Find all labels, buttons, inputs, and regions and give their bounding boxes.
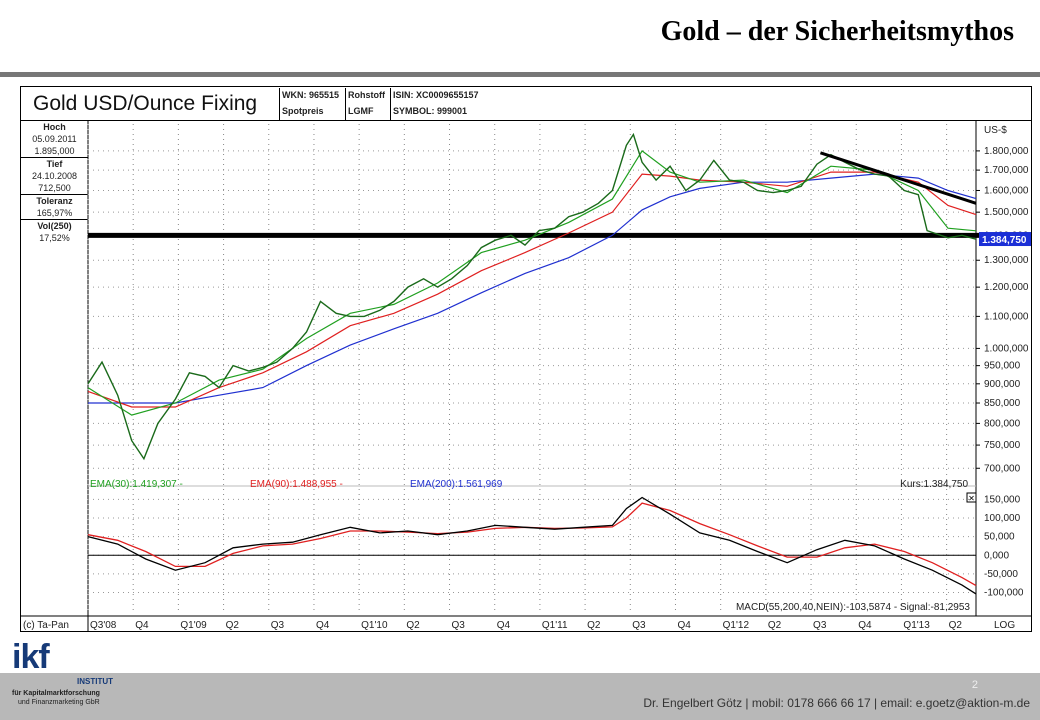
stat-tolerance-value: 165,97%: [36, 208, 73, 218]
y-tick-label: 800,000: [984, 418, 1021, 429]
stats-panel: Hoch 05.09.2011 1.895,000 Tief 24.10.200…: [21, 121, 88, 244]
header-exchange: LGMF: [348, 106, 374, 116]
y-tick-label: 1.800,000: [984, 146, 1029, 157]
y-tick-label: 900,000: [984, 379, 1021, 390]
y-tick-label: 1.300,000: [984, 255, 1029, 266]
panel-close-box: [966, 492, 977, 503]
x-tick-label: Q3: [452, 620, 466, 631]
copyright-corner: (c) Ta-Pan: [23, 620, 69, 631]
y-tick-label: 850,000: [984, 398, 1021, 409]
macd-line-macd: [87, 496, 977, 595]
y-tick-label: 1.100,000: [984, 311, 1029, 322]
series-line-ema200: [88, 173, 977, 404]
macd-y-tick-label: -100,000: [984, 588, 1024, 599]
y-tick-label: 1.600,000: [984, 185, 1029, 196]
slide-title: Gold – der Sicherheitsmythos: [660, 16, 1014, 47]
macd-y-tick-label: 150,000: [984, 494, 1021, 505]
last-price-label: 1.384,750: [982, 235, 1027, 246]
header-divider: [390, 88, 391, 120]
stat-high-label: Hoch: [43, 122, 66, 132]
x-tick-label: Q3: [813, 620, 827, 631]
stat-low-value: 712,500: [38, 183, 71, 193]
series-line-ema90: [87, 171, 977, 408]
x-tick-label: Q4: [135, 620, 149, 631]
ikf-logo: ikf INSTITUT für Kapitalmarktforschung u…: [12, 638, 113, 706]
header-divider: [279, 88, 280, 120]
x-tick-label: Q4: [497, 620, 511, 631]
macd-y-tick-label: 100,000: [984, 513, 1021, 524]
x-tick-label: Q2: [226, 620, 240, 631]
stat-high-value: 1.895,000: [34, 146, 75, 156]
stat-vol-value: 17,52%: [39, 233, 70, 243]
chart-frame: [20, 86, 1032, 632]
x-tick-label: Q2: [406, 620, 420, 631]
legend-entry-ema: EMA(90):1.488,955 -: [250, 479, 343, 490]
logo-line2: und Finanzmarketing GbR: [18, 699, 100, 706]
x-tick-label: Q1'10: [361, 620, 388, 631]
x-tick-label: Q1'09: [180, 620, 207, 631]
x-tick-label: Q1'11: [542, 620, 568, 631]
x-tick-label: Q4: [858, 620, 872, 631]
x-tick-label: Q2: [768, 620, 782, 631]
y-unit-label: US-$: [984, 125, 1007, 136]
x-tick-label: Q3: [632, 620, 646, 631]
macd-y-tick-label: -50,000: [984, 569, 1018, 580]
stat-low-date: 24.10.2008: [31, 171, 78, 181]
macd-y-tick-label: 0,000: [984, 550, 1009, 561]
legend-entry-ema: EMA(200):1.561,969: [410, 479, 503, 490]
y-tick-label: 1.200,000: [984, 282, 1029, 293]
header-symbol: SYMBOL: 999001: [393, 106, 468, 116]
stat-high-date: 05.09.2011: [32, 134, 77, 144]
chart-title: Gold USD/Ounce Fixing: [33, 92, 258, 115]
page-number: 2: [971, 679, 978, 691]
last-price-box: [979, 232, 1031, 247]
y-tick-label: 750,000: [984, 440, 1021, 451]
header-wkn: WKN: 965515: [282, 90, 340, 100]
stat-tolerance-label: Toleranz: [21, 194, 88, 207]
x-tick-label: Q4: [677, 620, 691, 631]
resistance-trendline: [819, 151, 977, 205]
y-tick-label: 950,000: [984, 361, 1021, 372]
log-scale-label: LOG: [994, 620, 1015, 631]
macd-legend: MACD(55,200,40,NEIN):-103,5874 - Signal:…: [736, 602, 970, 613]
x-tick-label: Q3'08: [90, 620, 117, 631]
y-tick-label: 700,000: [984, 463, 1021, 474]
header-type: Rohstoff: [348, 90, 385, 100]
x-tick-label: Q1'12: [723, 620, 750, 631]
header-isin: ISIN: XC0009655157: [393, 90, 479, 100]
logo-wordmark: ikf: [12, 638, 50, 676]
legend-entry-ema: EMA(30):1.419,307 -: [90, 479, 183, 490]
logo-line1: für Kapitalmarktforschung: [12, 690, 100, 697]
footer-contact: Dr. Engelbert Götz | mobil: 0178 666 66 …: [643, 696, 1030, 710]
x-tick-label: Q1'13: [903, 620, 930, 631]
header-bottom-line: [21, 120, 1031, 121]
header-subtype: Spotpreis: [282, 106, 324, 116]
title-rule: [0, 72, 1040, 77]
x-tick-label: Q2: [587, 620, 601, 631]
macd-line-signal: [87, 502, 977, 587]
series-line-ema30: [87, 150, 977, 416]
footer-bar: [0, 673, 1040, 720]
y-tick-label: 1.700,000: [984, 165, 1029, 176]
stat-low-label: Tief: [21, 157, 88, 170]
series-line-kurs: [87, 132, 977, 461]
x-tick-label: Q2: [949, 620, 963, 631]
macd-y-tick-label: 50,000: [984, 532, 1015, 543]
panel-close-icon: ✕: [968, 494, 975, 503]
y-tick-label: 1.500,000: [984, 207, 1029, 218]
last-price-text: Kurs:1.384,750: [900, 479, 968, 490]
logo-institute: INSTITUT: [77, 677, 113, 686]
x-tick-label: Q3: [271, 620, 285, 631]
header-divider: [345, 88, 346, 120]
x-tick-label: Q4: [316, 620, 330, 631]
stat-vol-label: Vol(250): [21, 219, 88, 232]
y-tick-label: 1.000,000: [984, 343, 1029, 354]
